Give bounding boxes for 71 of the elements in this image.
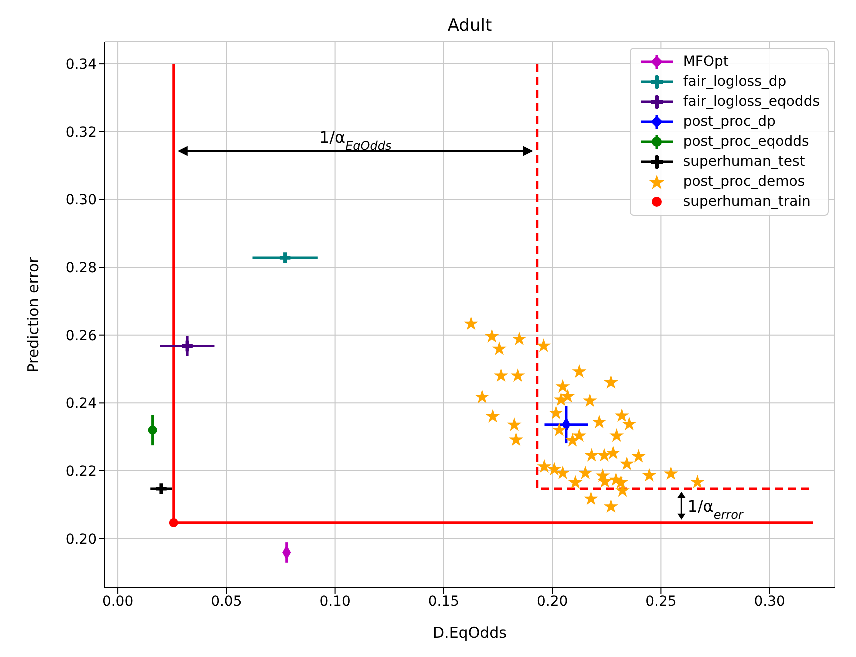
point bbox=[547, 462, 562, 476]
point bbox=[536, 338, 552, 352]
point bbox=[486, 409, 500, 423]
point bbox=[509, 432, 524, 446]
point bbox=[614, 408, 630, 422]
y-tick-label: 0.24 bbox=[66, 396, 98, 412]
point bbox=[494, 368, 508, 382]
legend-label: post_proc_demos bbox=[683, 173, 806, 192]
point bbox=[507, 418, 522, 432]
point bbox=[182, 340, 193, 352]
point bbox=[606, 446, 621, 460]
x-tick-label: 0.20 bbox=[536, 594, 568, 610]
legend-label: superhuman_train bbox=[683, 193, 811, 212]
point bbox=[620, 456, 634, 470]
y-tick-label: 0.26 bbox=[66, 328, 98, 344]
point bbox=[572, 364, 587, 378]
point bbox=[578, 466, 593, 480]
point bbox=[642, 468, 657, 482]
chart-title: Adult bbox=[446, 16, 494, 36]
point bbox=[148, 426, 158, 435]
y-tick-label: 0.34 bbox=[66, 57, 98, 74]
x-tick-label: 0.30 bbox=[754, 594, 786, 610]
point bbox=[156, 484, 167, 494]
point bbox=[560, 389, 576, 403]
x-tick-label: 0.05 bbox=[211, 594, 242, 610]
point bbox=[690, 474, 705, 489]
x-axis-title: D.EqOdds bbox=[433, 624, 508, 642]
point bbox=[597, 448, 612, 462]
point bbox=[592, 414, 607, 429]
point bbox=[604, 375, 618, 389]
point bbox=[484, 329, 500, 343]
y-tick-label: 0.20 bbox=[66, 532, 97, 548]
point bbox=[512, 332, 527, 346]
point bbox=[537, 459, 552, 474]
point bbox=[549, 406, 564, 420]
y-tick-label: 0.30 bbox=[66, 192, 97, 209]
point bbox=[584, 448, 600, 462]
legend-label: MFOpt bbox=[683, 53, 729, 72]
point bbox=[604, 499, 618, 514]
point bbox=[556, 379, 570, 394]
point bbox=[492, 342, 507, 356]
point bbox=[664, 466, 678, 480]
x-tick-label: 0.25 bbox=[646, 594, 677, 610]
point bbox=[475, 390, 490, 404]
point bbox=[632, 449, 646, 463]
point bbox=[169, 518, 178, 528]
x-tick-label: 0.15 bbox=[428, 594, 460, 610]
point bbox=[610, 428, 624, 442]
y-tick-label: 0.22 bbox=[66, 464, 97, 480]
point bbox=[510, 368, 526, 382]
point bbox=[566, 433, 580, 447]
x-tick-label: 0.10 bbox=[320, 594, 351, 610]
legend-label: post_proc_dp bbox=[683, 113, 776, 132]
point bbox=[464, 316, 478, 330]
point bbox=[552, 422, 567, 436]
annotation: 1/α$_{error}$ bbox=[688, 496, 744, 522]
point bbox=[622, 416, 637, 431]
legend-label: post_proc_eqodds bbox=[683, 133, 810, 152]
point bbox=[556, 466, 570, 480]
y-tick-label: 0.32 bbox=[66, 124, 97, 141]
y-axis-title: Prediction error bbox=[24, 256, 42, 373]
point bbox=[280, 252, 291, 264]
point bbox=[582, 394, 598, 408]
y-tick-label: 0.28 bbox=[66, 260, 97, 276]
point bbox=[584, 492, 598, 506]
legend-label: fair_logloss_eqodds bbox=[683, 93, 820, 112]
x-tick-label: 0.00 bbox=[102, 594, 134, 610]
point bbox=[568, 475, 583, 489]
annotation: 1/α$_{EqOdds}$ bbox=[319, 128, 392, 154]
legend-label: fair_logloss_dp bbox=[683, 73, 787, 92]
legend-label: superhuman_test bbox=[683, 153, 806, 172]
